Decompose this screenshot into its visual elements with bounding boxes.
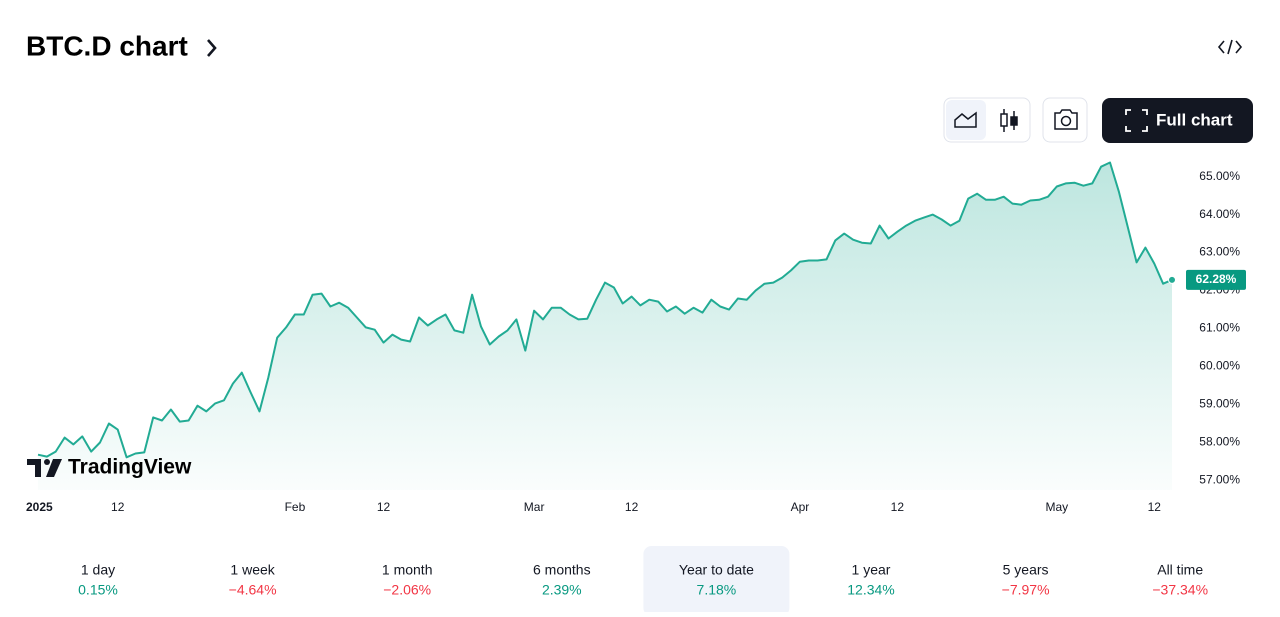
x-tick-label: 12 (111, 500, 125, 514)
period-label: Year to date (679, 562, 754, 578)
title[interactable]: BTC.D chart (26, 30, 188, 61)
period-change: −37.34% (1152, 582, 1208, 598)
y-tick-label: 60.00% (1199, 359, 1240, 373)
period-change: 12.34% (847, 582, 894, 598)
x-tick-label: May (1045, 500, 1068, 514)
camera-icon (1054, 109, 1078, 130)
x-tick-label: 12 (377, 500, 391, 514)
x-tick-label: Apr (791, 500, 810, 514)
area (38, 162, 1172, 490)
chevron[interactable] (207, 39, 217, 57)
full-chart-label: Full chart (1156, 110, 1233, 129)
line (37, 161, 1173, 459)
y-tick-label: 61.00% (1199, 321, 1240, 335)
period-button[interactable] (25, 546, 171, 612)
period-button[interactable] (489, 546, 635, 612)
x-tick-label: 12 (891, 500, 905, 514)
y-tick-label: 59.00% (1199, 397, 1240, 411)
logo-text: TradingView (68, 456, 192, 479)
period-change: 7.18% (697, 582, 737, 598)
logo: TradingView (27, 456, 192, 479)
last-value-badge (1186, 269, 1246, 290)
y-tick-label: 64.00% (1199, 207, 1240, 221)
period-change: −4.64% (229, 582, 277, 598)
period-label: 1 year (852, 562, 891, 578)
period-change: 2.39% (542, 582, 582, 598)
period-label: 1 month (382, 562, 433, 578)
period-button[interactable] (180, 546, 326, 612)
y-tick-label: 57.00% (1199, 473, 1240, 487)
period-button[interactable] (1107, 546, 1253, 612)
period-button[interactable] (643, 546, 789, 612)
x-tick-label: 12 (625, 500, 639, 514)
line-style-button[interactable] (946, 100, 986, 140)
period-change: 0.15% (78, 582, 118, 598)
period-label: 5 years (1003, 562, 1049, 578)
x-tick-label: 12 (1148, 500, 1162, 514)
period-change: −2.06% (383, 582, 431, 598)
last-value-label: 62.28% (1196, 272, 1237, 286)
line-icon (954, 111, 977, 128)
embed-icon[interactable] (1217, 39, 1243, 55)
periods: 1 day 0.15% 1 week −4.64% 1 month −2.06% 6 mon… (25, 546, 1253, 616)
full-chart-button[interactable] (1102, 98, 1253, 143)
fullscreen-icon (1125, 109, 1148, 132)
period-label: 1 day (81, 562, 115, 578)
x-tick-label: Feb (285, 500, 306, 514)
period-selected-bg (643, 546, 790, 616)
y-tick-label: 65.00% (1199, 169, 1240, 183)
y-tick-label: 63.00% (1199, 245, 1240, 259)
snapshot-button[interactable] (1042, 97, 1088, 143)
period-label: 6 months (533, 562, 591, 578)
x-tick-label: 2025 (26, 500, 53, 514)
x-tick-label: Mar (524, 500, 545, 514)
last-point (1168, 275, 1176, 284)
period-button[interactable] (334, 546, 480, 612)
y-tick-label: 58.00% (1199, 435, 1240, 449)
period-button[interactable] (798, 546, 944, 612)
candle-button[interactable] (1000, 109, 1018, 132)
period-change: −7.97% (1002, 582, 1050, 598)
chart: 57.00%58.00%59.00%60.00%61.00%62.00%63.0… (26, 161, 1246, 514)
period-label: All time (1157, 562, 1203, 578)
period-button[interactable] (953, 546, 1099, 612)
period-label: 1 week (230, 562, 275, 578)
